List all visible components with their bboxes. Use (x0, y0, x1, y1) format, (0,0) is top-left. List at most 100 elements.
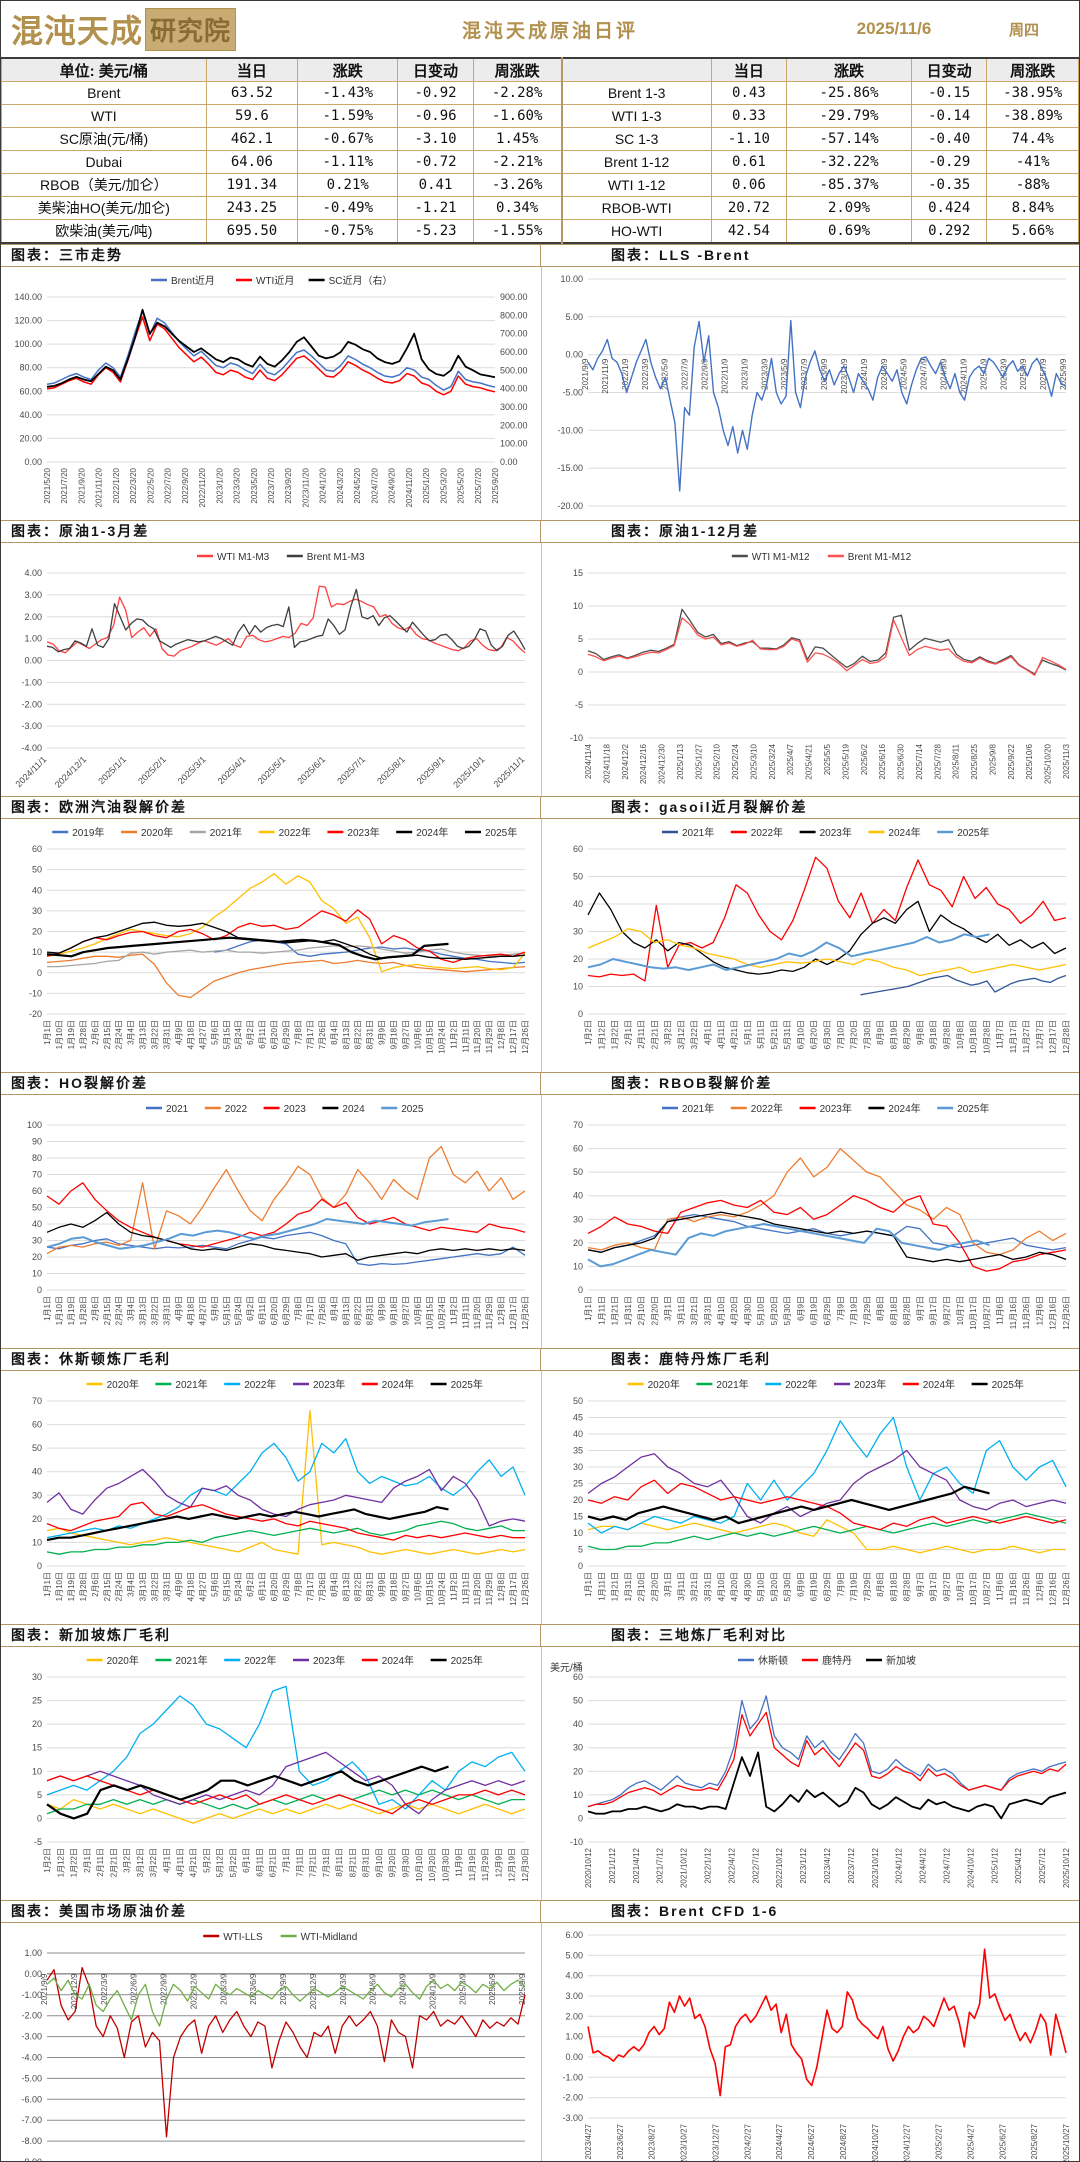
svg-text:2021/10/12: 2021/10/12 (680, 1847, 689, 1888)
svg-text:800.00: 800.00 (500, 310, 528, 320)
value-cell: -0.14 (910, 104, 988, 128)
svg-text:2月10日: 2月10日 (637, 1296, 646, 1325)
svg-text:2022/6/9: 2022/6/9 (130, 1973, 139, 2005)
svg-text:10: 10 (32, 1766, 42, 1776)
chart-title: 图表：三市走势 (11, 247, 123, 263)
svg-text:2021年: 2021年 (682, 1102, 714, 1115)
svg-text:11月26日: 11月26日 (1022, 1296, 1031, 1329)
svg-text:1月28日: 1月28日 (79, 1572, 88, 1601)
svg-text:9月18日: 9月18日 (390, 1572, 399, 1601)
svg-text:35: 35 (573, 1446, 583, 1456)
value-cell: 0.292 (910, 219, 988, 244)
value-cell: 0.06 (710, 173, 788, 197)
svg-text:2025/9/20: 2025/9/20 (491, 467, 500, 503)
svg-text:5: 5 (37, 1790, 42, 1800)
price-table: 单位: 美元/桶 当日 涨跌 日变动 周涨跌 当日 涨跌 日变动 周涨跌 Bre… (1, 57, 1079, 244)
svg-text:10月10日: 10月10日 (415, 1848, 424, 1882)
svg-text:3月22日: 3月22日 (151, 1020, 160, 1049)
svg-text:4月20日: 4月20日 (730, 1572, 739, 1601)
svg-text:2022年: 2022年 (751, 826, 783, 839)
svg-text:6月29日: 6月29日 (823, 1296, 832, 1325)
svg-text:2025/4/12: 2025/4/12 (1014, 1847, 1023, 1883)
svg-text:9月10日: 9月10日 (375, 1848, 384, 1877)
svg-text:8月18日: 8月18日 (889, 1296, 898, 1325)
chart-title: 图表：鹿特丹炼厂毛利 (540, 1349, 1079, 1370)
svg-text:2025/10/12: 2025/10/12 (1062, 1847, 1071, 1888)
chart-title: 图表：原油1-3月差 (11, 523, 150, 539)
svg-text:2021/9/20: 2021/9/20 (78, 467, 87, 503)
svg-text:300.00: 300.00 (500, 402, 528, 412)
svg-text:WTI-Midland: WTI-Midland (301, 1932, 358, 1943)
svg-text:3月4日: 3月4日 (127, 1020, 136, 1045)
svg-text:12月17日: 12月17日 (509, 1020, 518, 1054)
svg-text:3月13日: 3月13日 (139, 1296, 148, 1325)
svg-text:10月24日: 10月24日 (437, 1296, 446, 1330)
svg-text:8月31日: 8月31日 (362, 1848, 371, 1877)
svg-text:7月26日: 7月26日 (318, 1296, 327, 1325)
svg-text:10月15日: 10月15日 (425, 1020, 434, 1054)
svg-text:7月26日: 7月26日 (318, 1572, 327, 1601)
svg-text:4月21日: 4月21日 (730, 1020, 739, 1049)
svg-text:10月27日: 10月27日 (982, 1296, 991, 1330)
svg-text:1月2日: 1月2日 (584, 1020, 593, 1045)
svg-text:12月30日: 12月30日 (521, 1848, 530, 1882)
svg-text:5月6日: 5月6日 (210, 1296, 219, 1321)
svg-text:2月15日: 2月15日 (103, 1020, 112, 1049)
instrument-label: WTI (1, 104, 207, 128)
svg-text:Brent近月: Brent近月 (171, 274, 215, 287)
svg-text:6月19日: 6月19日 (810, 1572, 819, 1601)
value-cell: -1.11% (297, 150, 399, 174)
svg-text:80.00: 80.00 (19, 363, 42, 373)
svg-text:美元/桶: 美元/桶 (550, 1661, 583, 1674)
chart-crude-1-3-spread: -4.00 -3.00 -2.00 -1.00 0.00 1.00 2.00 3.00 4.00… (1, 543, 541, 796)
svg-text:3月31日: 3月31日 (163, 1020, 172, 1049)
svg-text:6月9日: 6月9日 (796, 1296, 805, 1321)
svg-text:6月29日: 6月29日 (282, 1020, 291, 1049)
svg-text:2月6日: 2月6日 (91, 1296, 100, 1321)
chart-three-market-trend: 0.00 20.00 40.00 60.00 80.00 100.00 120.00 140.… (1, 267, 541, 520)
table-header-row: 单位: 美元/桶 当日 涨跌 日变动 周涨跌 当日 涨跌 日变动 周涨跌 (1, 57, 1079, 82)
svg-text:2025/3/20: 2025/3/20 (439, 467, 448, 503)
svg-text:2025/5/5: 2025/5/5 (823, 743, 832, 775)
svg-text:2月24日: 2月24日 (115, 1572, 124, 1601)
svg-text:2025/10/20: 2025/10/20 (1044, 743, 1053, 784)
svg-text:7月20日: 7月20日 (850, 1020, 859, 1049)
svg-text:3月11日: 3月11日 (677, 1296, 686, 1325)
instrument-label: Brent 1-3 (560, 81, 712, 105)
svg-text:2月24日: 2月24日 (115, 1296, 124, 1325)
svg-text:9月18日: 9月18日 (390, 1296, 399, 1325)
svg-text:7月29日: 7月29日 (863, 1296, 872, 1325)
svg-text:2025/5/9: 2025/5/9 (1019, 358, 1028, 390)
svg-text:11月20日: 11月20日 (473, 1020, 482, 1053)
svg-text:50: 50 (573, 1396, 583, 1406)
svg-text:12月8日: 12月8日 (497, 1572, 506, 1601)
svg-text:1月10日: 1月10日 (55, 1296, 64, 1325)
svg-text:2024/12/16: 2024/12/16 (639, 743, 648, 784)
svg-text:2023/3/20: 2023/3/20 (233, 467, 242, 503)
svg-text:2023/3/9: 2023/3/9 (760, 358, 769, 390)
svg-text:8月13日: 8月13日 (342, 1020, 351, 1049)
svg-text:2019年: 2019年 (72, 826, 104, 839)
svg-text:2月21日: 2月21日 (650, 1020, 659, 1049)
value-cell: 59.6 (205, 104, 299, 128)
value-cell: 0.69% (786, 219, 912, 244)
svg-text:2024/11/4: 2024/11/4 (584, 743, 593, 779)
svg-text:2024/7/9: 2024/7/9 (920, 358, 929, 390)
svg-text:2025/10/27: 2025/10/27 (1062, 2123, 1071, 2162)
svg-text:100.00: 100.00 (500, 439, 528, 449)
value-cell: -85.37% (786, 173, 912, 197)
svg-text:10.00: 10.00 (560, 274, 583, 284)
svg-text:10月30日: 10月30日 (441, 1848, 450, 1882)
svg-text:2024/11/9: 2024/11/9 (959, 358, 968, 394)
svg-text:9月8日: 9月8日 (916, 1020, 925, 1045)
svg-text:0.00: 0.00 (565, 350, 583, 360)
svg-text:12月8日: 12月8日 (497, 1020, 506, 1049)
svg-text:6月20日: 6月20日 (810, 1020, 819, 1049)
value-cell: 8.84% (986, 196, 1079, 220)
svg-text:12月26日: 12月26日 (1062, 1296, 1071, 1330)
svg-text:2023/11/9: 2023/11/9 (840, 358, 849, 394)
svg-text:3.00: 3.00 (565, 1991, 583, 2001)
svg-text:4月30日: 4月30日 (743, 1296, 752, 1325)
value-cell: 64.06 (205, 150, 299, 174)
svg-text:10: 10 (32, 947, 42, 957)
